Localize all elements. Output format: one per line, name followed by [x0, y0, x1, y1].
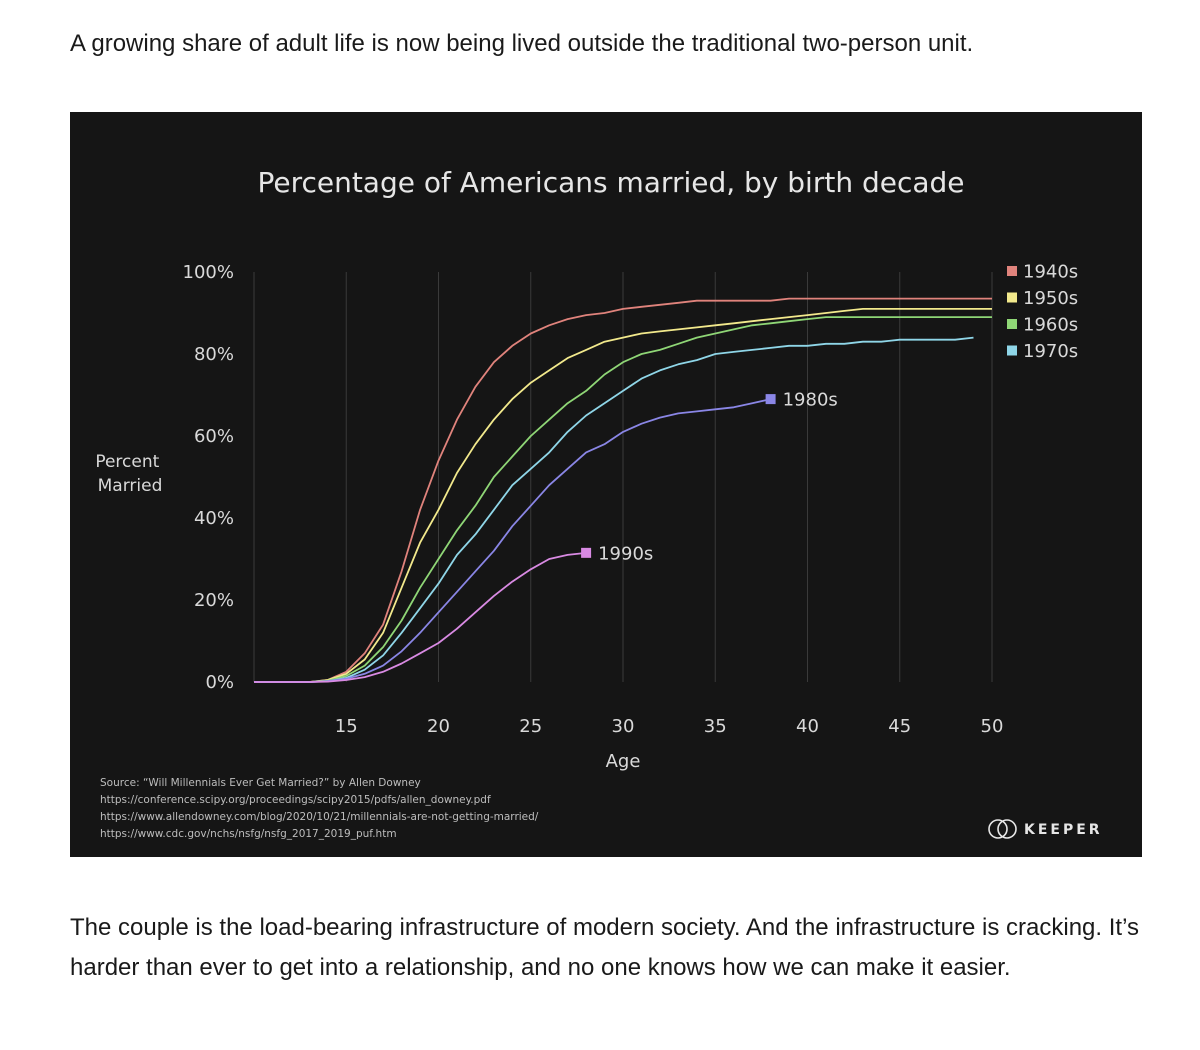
legend: 1940s 1950s 1960s 1970s: [1007, 262, 1078, 362]
y-tick-label-40: 40%: [194, 508, 234, 529]
grid-lines: [253, 272, 993, 682]
chart-title: Percentage of Americans married, by birt…: [257, 166, 964, 199]
x-tick-label-40: 40: [796, 716, 819, 737]
end-label-1990s: 1990s: [598, 543, 653, 564]
x-axis-label: Age: [606, 751, 641, 772]
legend-swatch-1940s: [1007, 266, 1017, 276]
axis-tick-labels: 15 20 25 30 35 40 45 50 0% 20% 40% 60% 80% 100%: [183, 262, 1004, 737]
x-tick-label-45: 45: [888, 716, 911, 737]
x-tick-label-25: 25: [519, 716, 542, 737]
series-line-1950s: [254, 307, 992, 683]
legend-label-1950s: 1950s: [1023, 288, 1078, 309]
x-tick-label-50: 50: [981, 716, 1004, 737]
keeper-logo-ring-right: [997, 819, 1017, 839]
x-tick-label-30: 30: [612, 716, 635, 737]
series-line-1940s: [254, 297, 992, 683]
series-line-1990s: [254, 552, 587, 683]
series-lines: [254, 297, 992, 683]
legend-label-1940s: 1940s: [1023, 262, 1078, 283]
legend-swatch-1950s: [1007, 292, 1017, 303]
y-tick-label-60: 60%: [194, 426, 234, 447]
y-tick-label-0: 0%: [205, 672, 234, 693]
series-line-1980s: [254, 398, 771, 683]
series-line-1970s: [254, 336, 974, 683]
end-label-1980s: 1980s: [783, 390, 838, 411]
x-tick-label-15: 15: [335, 716, 358, 737]
x-tick-label-20: 20: [427, 716, 450, 737]
legend-label-1970s: 1970s: [1023, 341, 1078, 362]
series-line-1960s: [254, 316, 992, 683]
legend-swatch-1970s: [1007, 345, 1017, 356]
keeper-logo: KEEPER: [988, 819, 1103, 839]
y-axis-label: Percent Married: [95, 452, 164, 496]
x-tick-label-35: 35: [704, 716, 727, 737]
source-notes: Source: “Will Millennials Ever Get Marri…: [100, 777, 539, 840]
legend-swatch-1960s: [1007, 319, 1017, 329]
source-line-2: https://conference.scipy.org/proceedings…: [100, 794, 491, 806]
source-line-1: Source: “Will Millennials Ever Get Marri…: [100, 777, 421, 789]
source-line-4: https://www.cdc.gov/nchs/nsfg/nsfg_2017_…: [100, 828, 397, 840]
y-axis-label-line-2: Married: [98, 476, 163, 496]
intro-paragraph: A growing share of adult life is now bei…: [70, 30, 974, 57]
end-marker-1980s: [765, 394, 776, 405]
end-marker-1990s: [581, 547, 592, 558]
y-tick-label-20: 20%: [194, 590, 234, 611]
chart-background: [70, 112, 1142, 857]
y-tick-label-100: 100%: [183, 262, 234, 283]
y-axis-label-line-1: Percent: [95, 452, 159, 472]
marriage-chart: 15 20 25 30 35 40 45 50 0% 20% 40% 60% 80% 100% 1980s…: [70, 112, 1142, 857]
source-line-3: https://www.allendowney.com/blog/2020/10…: [100, 811, 539, 823]
series-end-labels: 1980s 1990s: [581, 390, 838, 564]
chart-figure: 15 20 25 30 35 40 45 50 0% 20% 40% 60% 80% 100% 1980s…: [70, 112, 1142, 857]
keeper-logo-ring-left: [988, 819, 1008, 839]
legend-label-1960s: 1960s: [1023, 315, 1078, 336]
y-tick-label-80: 80%: [194, 344, 234, 365]
closing-paragraph: The couple is the load-bearing infrastru…: [70, 914, 1139, 981]
keeper-brand-text: KEEPER: [1024, 822, 1103, 838]
